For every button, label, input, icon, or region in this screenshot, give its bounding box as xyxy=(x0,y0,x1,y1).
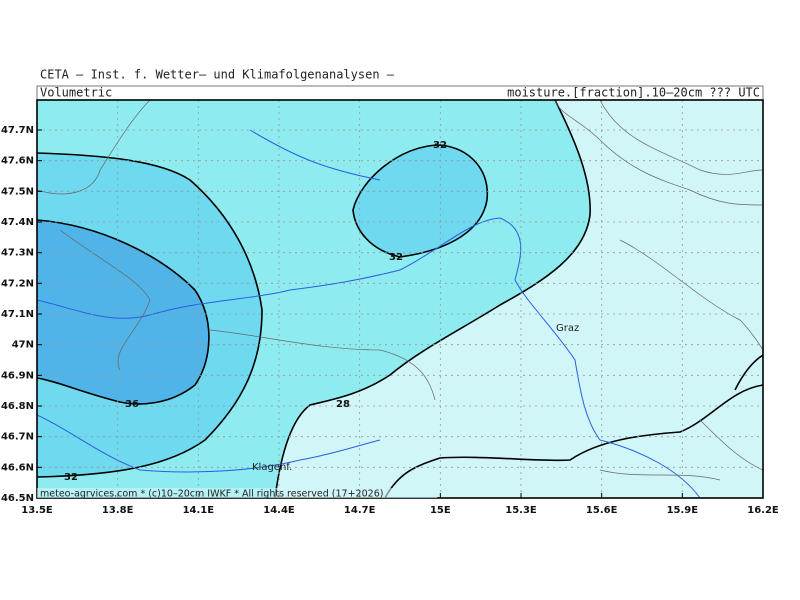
contour-label: 32 xyxy=(389,252,403,263)
place-label: Klagenf. xyxy=(252,462,292,473)
lat-tick-label: 46.9N xyxy=(1,370,34,381)
footer: meteo-agrvices.com * (c)10–20cm IWKF * A… xyxy=(40,489,383,500)
lat-tick-label: 47.5N xyxy=(1,186,34,197)
lon-tick-label: 15.6E xyxy=(586,505,618,516)
lat-tick-label: 47N xyxy=(12,340,34,351)
lat-tick-label: 46.5N xyxy=(1,493,34,504)
lat-tick-label: 47.4N xyxy=(1,217,34,228)
lat-tick-label: 47.6N xyxy=(1,156,34,167)
fill-36 xyxy=(37,220,209,404)
lon-tick-label: 15.9E xyxy=(667,505,699,516)
contour-label: 32 xyxy=(64,472,78,483)
lat-tick-label: 46.7N xyxy=(1,432,34,443)
title: CETA – Inst. f. Wetter– und Klimafolgena… xyxy=(40,68,395,82)
place-label: Graz xyxy=(556,323,579,334)
lon-tick-label: 14.7E xyxy=(344,505,376,516)
rivers xyxy=(37,129,701,498)
lon-tick-label: 13.5E xyxy=(21,505,53,516)
lat-tick-label: 47.7N xyxy=(1,125,34,136)
lon-tick-label: 15E xyxy=(430,505,451,516)
lon-tick-label: 16.2E xyxy=(747,505,779,516)
lon-tick-label: 14.1E xyxy=(183,505,215,516)
fill-32-east xyxy=(353,145,488,257)
lat-tick-label: 47.3N xyxy=(1,248,34,259)
contour-label: 36 xyxy=(125,399,139,410)
boundaries xyxy=(37,100,763,481)
lat-tick-label: 46.6N xyxy=(1,462,34,473)
footer-bg xyxy=(37,488,437,498)
lon-tick-label: 14.4E xyxy=(263,505,295,516)
lat-tick-label: 47.2N xyxy=(1,278,34,289)
contour-label: 32 xyxy=(433,140,447,151)
left-label: Volumetric xyxy=(40,86,112,100)
contours xyxy=(37,100,763,498)
map-area xyxy=(37,100,763,498)
lat-tick-label: 46.8N xyxy=(1,401,34,412)
lon-tick-label: 13.8E xyxy=(102,505,134,516)
lon-tick-label: 15.3E xyxy=(505,505,537,516)
lat-tick-label: 47.1N xyxy=(1,309,34,320)
contour-label: 28 xyxy=(336,399,350,410)
right-label: moisture.[fraction].10–20cm ??? UTC xyxy=(507,86,760,100)
